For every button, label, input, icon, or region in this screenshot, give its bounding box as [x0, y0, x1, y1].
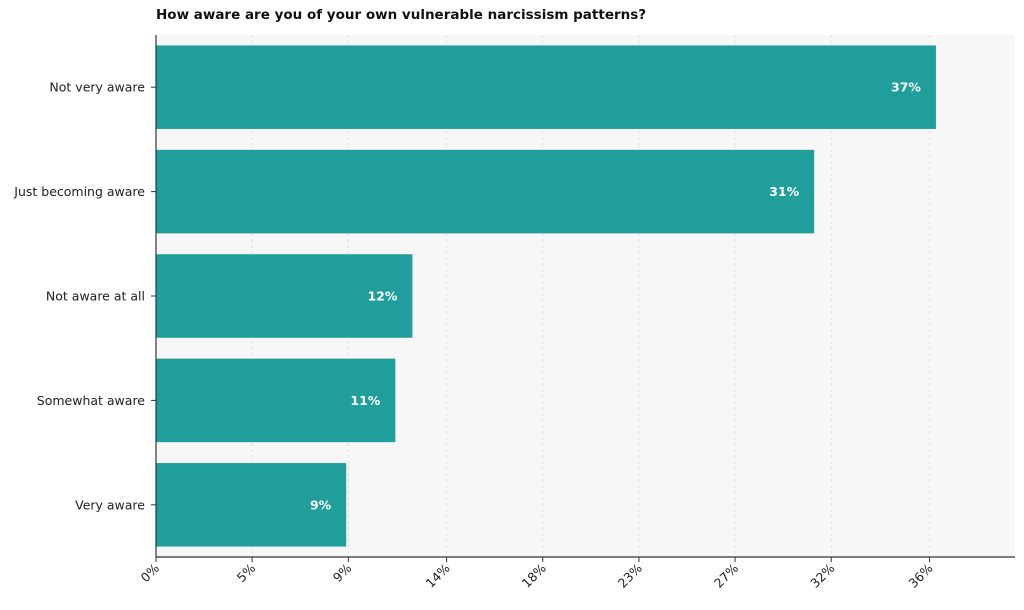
bar: [156, 254, 413, 338]
bar-value-label: 9%: [310, 497, 332, 512]
bar-value-label: 31%: [769, 184, 799, 199]
x-tick-label: 5%: [234, 560, 259, 585]
bar: [156, 358, 396, 443]
y-category-label: Not aware at all: [46, 289, 145, 304]
y-axis-category-labels: Not very aware Just becoming aware Not awa…: [13, 80, 156, 512]
y-category-label: Not very aware: [49, 80, 145, 95]
x-tick-label: 32%: [807, 560, 837, 590]
y-category-label: Very aware: [75, 497, 145, 512]
x-tick-label: 0%: [137, 560, 162, 585]
bar-value-labels: 37% 31% 12% 11% 9%: [310, 80, 921, 513]
x-tick-label: 36%: [905, 560, 935, 590]
bars: [156, 45, 936, 547]
bar-value-label: 37%: [891, 80, 921, 95]
x-tick-label: 14%: [422, 560, 452, 590]
chart-title: How aware are you of your own vulnerable…: [156, 7, 647, 23]
bar: [156, 149, 815, 234]
x-axis-ticks: 0% 5% 9% 14% 18% 23% 27% 32% 36%: [137, 557, 936, 591]
bar-value-label: 11%: [350, 393, 380, 408]
y-category-label: Just becoming aware: [13, 184, 145, 199]
x-tick-label: 18%: [519, 560, 549, 590]
bar: [156, 45, 936, 129]
x-tick-label: 23%: [615, 560, 645, 590]
y-category-label: Somewhat aware: [37, 393, 146, 408]
x-tick-label: 27%: [711, 560, 741, 590]
x-tick-label: 9%: [330, 560, 355, 585]
bar-value-label: 12%: [367, 289, 397, 304]
bar: [156, 463, 347, 547]
